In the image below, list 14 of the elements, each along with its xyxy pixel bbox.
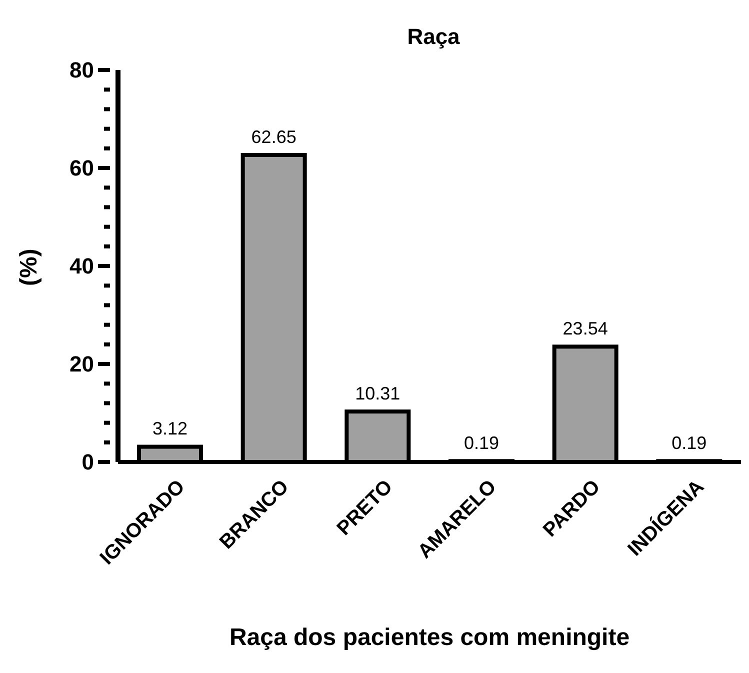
y-tick-label: 0 [82, 450, 94, 475]
data-label: 23.54 [562, 318, 608, 339]
data-label: 10.31 [355, 383, 400, 404]
y-tick-label: 20 [70, 352, 94, 377]
data-label: 3.12 [152, 418, 188, 439]
x-axis-title: Raça dos pacientes com meningite [229, 624, 630, 651]
data-label: 62.65 [251, 127, 296, 148]
y-tick-label: 60 [70, 156, 94, 181]
data-label: 0.19 [672, 433, 707, 454]
y-tick-label: 40 [70, 254, 94, 279]
chart-title: Raça [406, 24, 461, 50]
y-axis-title: (%) [16, 248, 43, 286]
data-label: 0.19 [464, 433, 500, 454]
y-tick-label: 80 [70, 58, 94, 83]
